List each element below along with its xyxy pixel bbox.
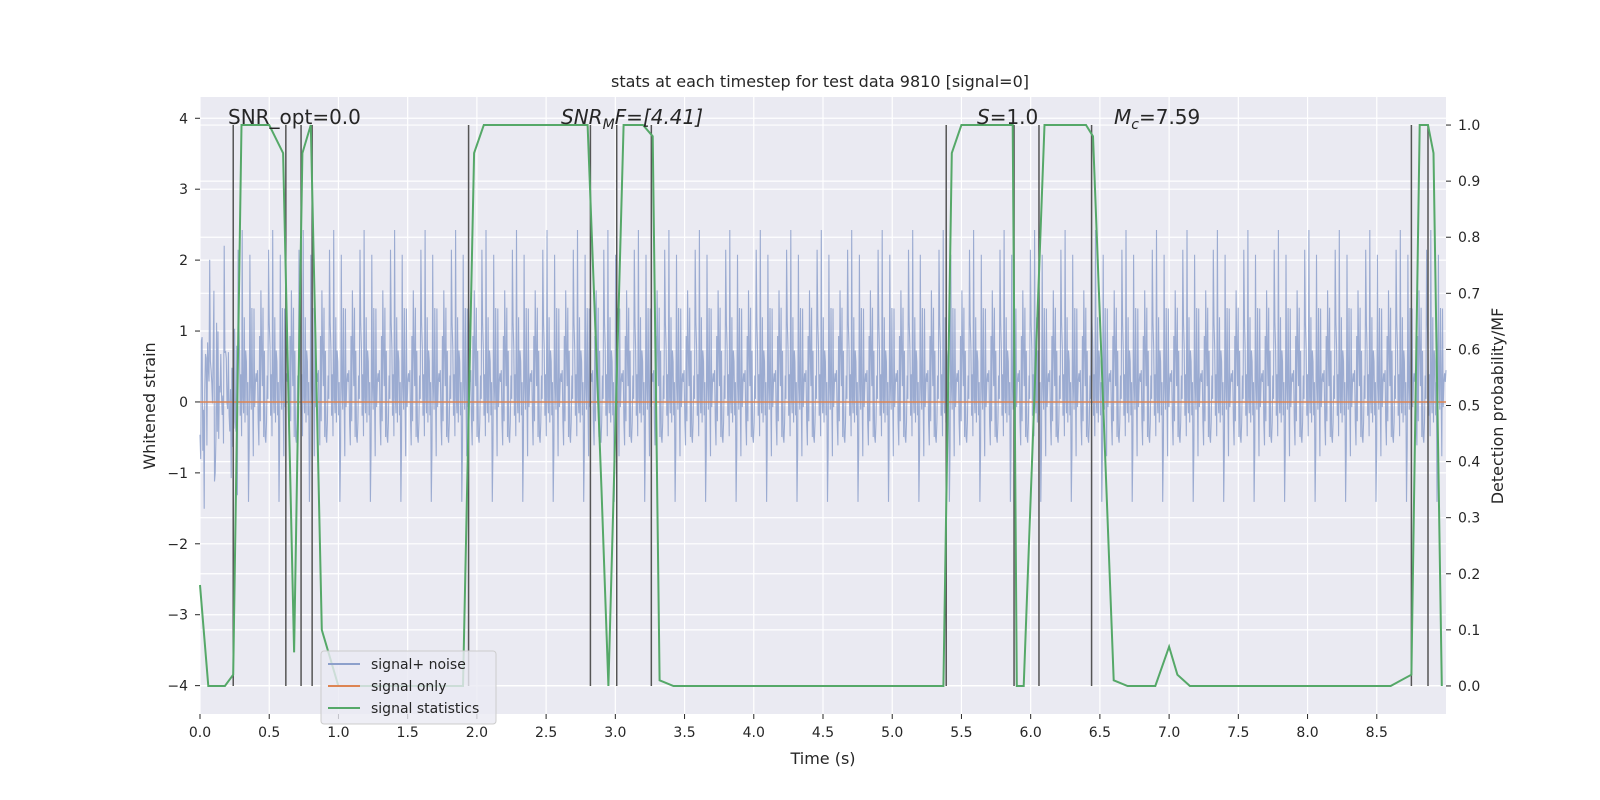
x-tick-label-9: 4.5	[812, 725, 834, 741]
s-value: =1.0	[990, 105, 1039, 129]
x-tick-label-15: 7.5	[1227, 725, 1249, 741]
x-tick-label-17: 8.5	[1366, 725, 1388, 741]
x-tick-label-8: 4.0	[743, 725, 765, 741]
y-right-tick-label-0: 1.0	[1458, 118, 1480, 134]
legend-label-noise: signal+ noise	[371, 657, 466, 673]
x-tick-label-14: 7.0	[1158, 725, 1180, 741]
snr-mf-annotation: SNRMF=[4.41]	[561, 105, 703, 133]
signal-plus-noise-series	[199, 229, 1447, 509]
y-right-tick-label-6: 0.4	[1458, 455, 1480, 471]
mc-subscript: c	[1131, 117, 1139, 133]
x-tick-label-2: 1.0	[327, 725, 349, 741]
noise-line	[199, 229, 1447, 509]
s-annotation: S=1.0	[977, 105, 1038, 129]
y-left-tick-label-4: 0	[179, 395, 188, 411]
legend: signal+ noise signal only signal statist…	[320, 650, 497, 725]
y-right-tick-label-3: 0.7	[1458, 286, 1480, 302]
x-tick-label-16: 8.0	[1296, 725, 1318, 741]
x-tick-label-7: 3.5	[673, 725, 695, 741]
y-left-tick-label-1: 3	[179, 182, 188, 198]
x-tick-label-13: 6.5	[1089, 725, 1111, 741]
x-tick-label-1: 0.5	[258, 725, 280, 741]
snr-mf-symbol: SNR	[561, 105, 603, 129]
x-tick-label-0: 0.0	[189, 725, 211, 741]
y-right-tick-label-5: 0.5	[1458, 399, 1480, 415]
y-left-tick-label-6: −2	[167, 537, 188, 553]
x-tick-label-12: 6.0	[1020, 725, 1042, 741]
y-left-tick-label-8: −4	[167, 679, 188, 695]
legend-label-statistics: signal statistics	[371, 701, 479, 717]
y-left-tick-label-2: 2	[179, 253, 188, 269]
signal-statistics-series	[199, 124, 1443, 687]
y-right-tick-label-1: 0.9	[1458, 174, 1480, 190]
x-tick-label-4: 2.0	[466, 725, 488, 741]
x-tick-label-5: 2.5	[535, 725, 557, 741]
y-right-axis-ticks: 1.0 0.9 0.8 0.7 0.6 0.5 0.4 0.3 0.2 0.1 0.0	[1446, 118, 1480, 695]
legend-label-signal-only: signal only	[371, 679, 446, 695]
legend-box	[320, 650, 497, 725]
y-left-tick-label-7: −3	[167, 608, 188, 624]
mc-symbol: M	[1114, 105, 1131, 129]
x-tick-label-11: 5.5	[950, 725, 972, 741]
y-right-tick-label-2: 0.8	[1458, 230, 1480, 246]
x-tick-label-3: 1.5	[397, 725, 419, 741]
y-right-tick-label-4: 0.6	[1458, 342, 1480, 358]
snr-opt-annotation: SNR_opt=0.0	[228, 105, 361, 129]
x-axis-label: Time (s)	[789, 749, 855, 768]
statistics-line	[199, 124, 1443, 687]
x-tick-label-6: 3.0	[604, 725, 626, 741]
y-left-tick-label-5: −1	[167, 466, 188, 482]
snr-mf-value: F=[4.41]	[615, 105, 703, 129]
chart-title: stats at each timestep for test data 981…	[611, 72, 1029, 91]
y-right-tick-label-10: 0.0	[1458, 679, 1480, 695]
y-left-axis-ticks: 4 3 2 1 0 −1 −2 −3 −4	[167, 111, 200, 695]
y-right-tick-label-7: 0.3	[1458, 511, 1480, 527]
y-left-axis-label: Whitened strain	[140, 342, 159, 469]
y-right-axis-label: Detection probability/MF	[1488, 308, 1507, 505]
y-right-tick-label-8: 0.2	[1458, 567, 1480, 583]
snr-mf-subscript: M	[603, 117, 615, 133]
x-axis-ticks: 0.0 0.5 1.0 1.5 2.0 2.5 3.0 3.5 4.0 4.5 5.0 5.5 6.0 6…	[189, 714, 1388, 741]
mc-value: =7.59	[1139, 105, 1200, 129]
y-left-tick-label-3: 1	[179, 324, 188, 340]
mc-annotation: Mc=7.59	[1114, 105, 1200, 133]
s-symbol: S	[977, 105, 990, 129]
y-right-tick-label-9: 0.1	[1458, 623, 1480, 639]
x-tick-label-10: 5.0	[881, 725, 903, 741]
y-left-tick-label-0: 4	[179, 111, 188, 127]
